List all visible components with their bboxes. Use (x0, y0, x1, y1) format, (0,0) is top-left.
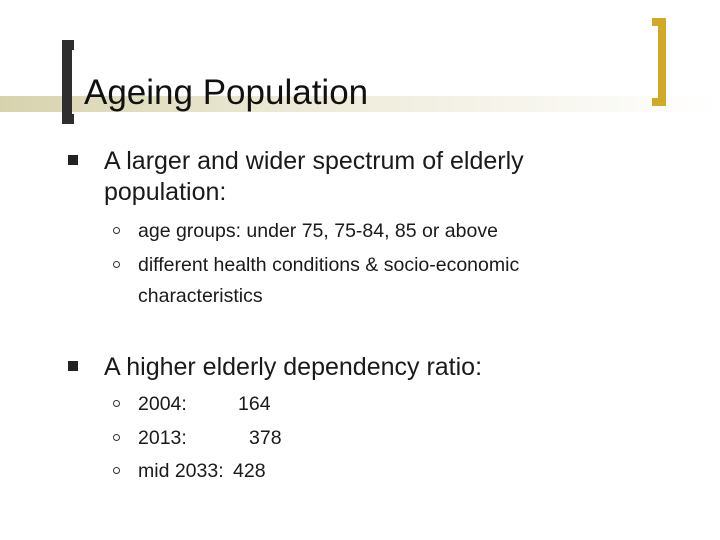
bullet-2-text: A higher elderly dependency ratio: (104, 353, 483, 381)
bullet-2-sub-3: mid 2033: 428 (113, 456, 633, 487)
year-label: 2013: (138, 427, 187, 449)
circle-bullet-icon (113, 261, 120, 268)
left-bracket-decoration (62, 40, 74, 124)
ratio-value: 164 (238, 393, 271, 415)
year-label: 2004: (138, 393, 187, 415)
bullet-1-sub-1: age groups: under 75, 75-84, 85 or above (113, 216, 633, 247)
circle-bullet-icon (113, 227, 120, 234)
bullet-1-sub-2: different health conditions & socio-econ… (113, 250, 633, 312)
ratio-value: 428 (233, 460, 266, 482)
ratio-value: 378 (249, 427, 282, 449)
square-bullet-icon (68, 155, 78, 165)
right-bracket-decoration (652, 18, 666, 106)
square-bullet-icon (68, 361, 78, 371)
year-label: mid 2033: (138, 460, 224, 482)
sub-bullet-text: age groups: under 75, 75-84, 85 or above (138, 220, 498, 242)
bullet-2-sub-2: 2013: 378 (113, 423, 633, 454)
bullet-2-sub-1: 2004: 164 (113, 389, 633, 420)
bullet-1-text: A larger and wider spectrum of elderly p… (104, 147, 524, 206)
circle-bullet-icon (113, 400, 120, 407)
slide-title: Ageing Population (84, 73, 369, 112)
sub-bullet-text: different health conditions & socio-econ… (138, 254, 520, 307)
bullet-1: A larger and wider spectrum of elderly p… (68, 146, 648, 208)
bullet-2: A higher elderly dependency ratio: (68, 352, 648, 383)
circle-bullet-icon (113, 467, 120, 474)
title-band (0, 96, 720, 112)
circle-bullet-icon (113, 434, 120, 441)
